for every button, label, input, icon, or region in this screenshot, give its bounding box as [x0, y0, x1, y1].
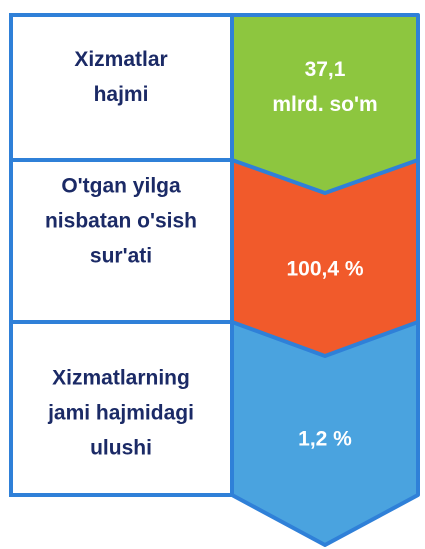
row-label: hajmi — [94, 83, 149, 106]
row-label: jami hajmidagi — [47, 402, 194, 425]
row-value: 100,4 % — [286, 258, 363, 281]
row-value: 1,2 % — [298, 428, 352, 451]
label-box — [9, 158, 234, 324]
row-value: 37,1 — [305, 58, 346, 81]
row-label: O'tgan yilga — [61, 175, 181, 198]
row-label: ulushi — [90, 437, 152, 460]
row-label: Xizmatlarning — [52, 367, 190, 390]
row-label: nisbatan o'sish — [45, 210, 197, 233]
row-label: sur'ati — [90, 245, 152, 268]
label-box — [9, 13, 234, 162]
row-label: Xizmatlar — [74, 48, 167, 71]
value-chevron — [230, 13, 420, 195]
label-box — [9, 320, 234, 497]
row-value: mlrd. so'm — [272, 93, 377, 116]
